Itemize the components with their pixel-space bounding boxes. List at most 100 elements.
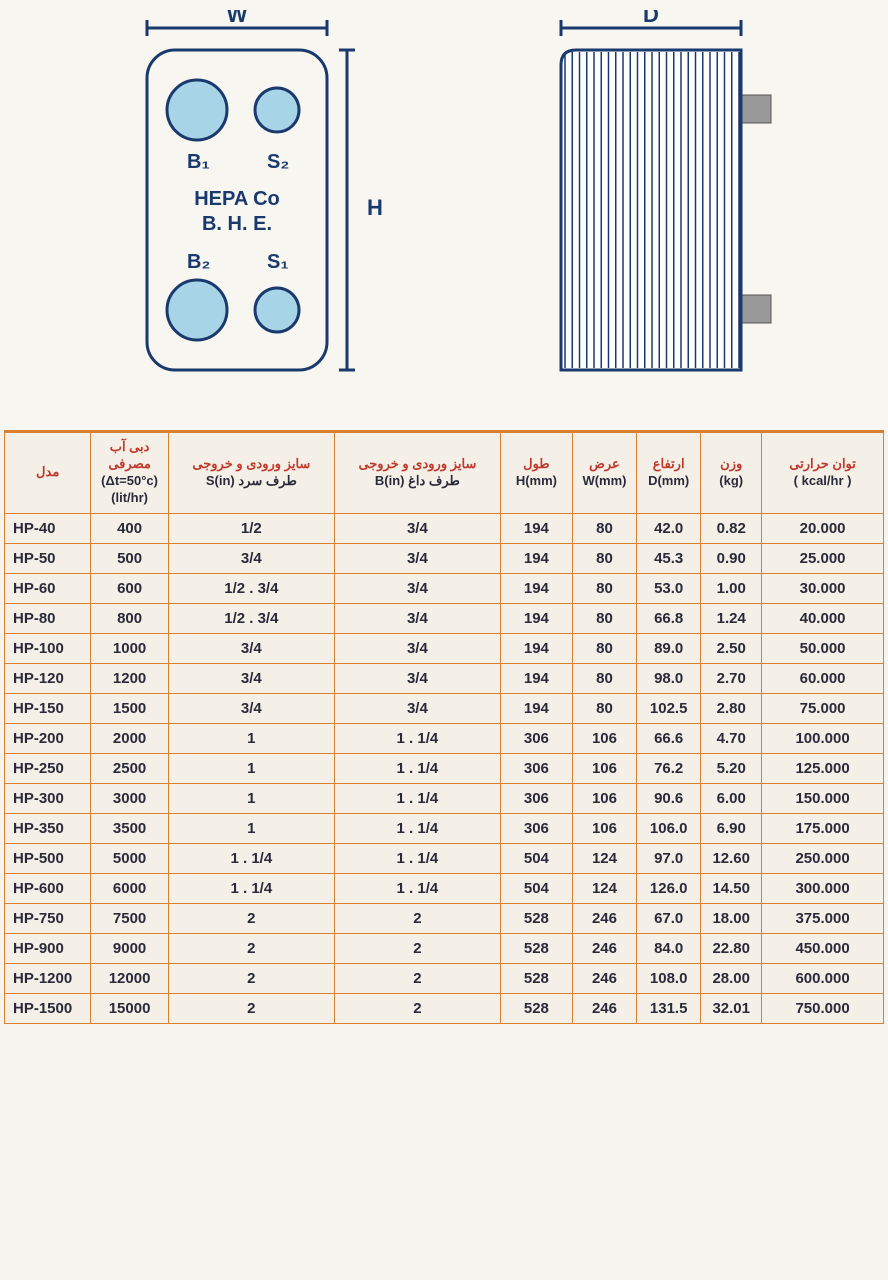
cell-bin: 2 [334,933,500,963]
cell-kcal: 375.000 [762,903,884,933]
table-row: HP-808001/2 . 3/43/41948066.81.2440.000 [5,603,884,633]
port-s1 [255,288,299,332]
cell-flow: 3500 [91,813,168,843]
cell-kg: 18.00 [701,903,762,933]
cell-kcal: 750.000 [762,993,884,1023]
cell-kcal: 150.000 [762,783,884,813]
cell-kg: 6.00 [701,783,762,813]
cell-sin: 1 [168,783,334,813]
th-flow: دبی آب مصرفی(Δt=50°c)(lit/hr) [91,432,168,514]
cell-d: 102.5 [637,693,701,723]
table-row: HP-90090002252824684.022.80450.000 [5,933,884,963]
cell-h: 194 [500,693,572,723]
cell-flow: 2000 [91,723,168,753]
cell-kg: 4.70 [701,723,762,753]
cell-w: 246 [572,933,636,963]
cell-model: HP-1200 [5,963,91,993]
cell-d: 84.0 [637,933,701,963]
table-row: HP-15015003/43/419480102.52.8075.000 [5,693,884,723]
cell-flow: 12000 [91,963,168,993]
cell-flow: 600 [91,573,168,603]
cell-kcal: 450.000 [762,933,884,963]
b1-label: B₁ [187,151,210,173]
cell-bin: 3/4 [334,603,500,633]
table-row: HP-250250011 . 1/430610676.25.20125.000 [5,753,884,783]
cell-d: 45.3 [637,543,701,573]
table-row: HP-75075002252824667.018.00375.000 [5,903,884,933]
cell-h: 504 [500,843,572,873]
brand2-label: B. H. E. [202,213,272,235]
th-sin: سایز ورودی و خروجیS(in) طرف سرد [168,432,334,514]
th-kg: وزن(kg) [701,432,762,514]
cell-model: HP-100 [5,633,91,663]
cell-kcal: 30.000 [762,573,884,603]
cell-h: 194 [500,513,572,543]
spec-table-wrap: مدل دبی آب مصرفی(Δt=50°c)(lit/hr) سایز و… [0,430,888,1024]
cell-d: 42.0 [637,513,701,543]
cell-bin: 1 . 1/4 [334,783,500,813]
spec-tbody: HP-404001/23/41948042.00.8220.000HP-5050… [5,513,884,1023]
cell-h: 306 [500,813,572,843]
table-row: HP-505003/43/41948045.30.9025.000 [5,543,884,573]
cell-d: 67.0 [637,903,701,933]
cell-h: 194 [500,663,572,693]
b2-label: B₂ [187,251,210,273]
spec-table: مدل دبی آب مصرفی(Δt=50°c)(lit/hr) سایز و… [4,430,884,1024]
cell-kg: 0.90 [701,543,762,573]
cell-d: 66.6 [637,723,701,753]
front-view-svg: W B₁ S₂ HEPA Co B. H. E. B₂ S₁ H [87,10,387,410]
cell-bin: 1 . 1/4 [334,753,500,783]
cell-kg: 22.80 [701,933,762,963]
cell-flow: 6000 [91,873,168,903]
cell-sin: 3/4 [168,543,334,573]
cell-bin: 3/4 [334,543,500,573]
cell-sin: 3/4 [168,633,334,663]
cell-kg: 32.01 [701,993,762,1023]
port-s2 [255,88,299,132]
cell-model: HP-500 [5,843,91,873]
cell-w: 124 [572,843,636,873]
cell-kg: 2.80 [701,693,762,723]
cell-flow: 400 [91,513,168,543]
cell-flow: 5000 [91,843,168,873]
cell-h: 306 [500,723,572,753]
table-row: HP-12012003/43/41948098.02.7060.000 [5,663,884,693]
cell-bin: 3/4 [334,633,500,663]
cell-bin: 3/4 [334,573,500,603]
cell-w: 80 [572,543,636,573]
cell-sin: 1/2 [168,513,334,543]
cell-bin: 3/4 [334,693,500,723]
table-row: HP-50050001 . 1/41 . 1/450412497.012.602… [5,843,884,873]
cell-bin: 2 [334,903,500,933]
cell-w: 80 [572,603,636,633]
cell-h: 194 [500,573,572,603]
cell-model: HP-900 [5,933,91,963]
cell-sin: 1 . 1/4 [168,873,334,903]
table-row: HP-404001/23/41948042.00.8220.000 [5,513,884,543]
cell-w: 246 [572,903,636,933]
cell-kcal: 300.000 [762,873,884,903]
cell-h: 528 [500,993,572,1023]
cell-kg: 5.20 [701,753,762,783]
cell-sin: 3/4 [168,693,334,723]
cell-d: 89.0 [637,633,701,663]
port-b1 [167,80,227,140]
cell-d: 90.6 [637,783,701,813]
cell-flow: 1200 [91,663,168,693]
cell-kg: 28.00 [701,963,762,993]
th-wmm: عرضW(mm) [572,432,636,514]
th-bin: سایز ورودی و خروجیB(in) طرف داغ [334,432,500,514]
cell-sin: 1 [168,813,334,843]
cell-model: HP-200 [5,723,91,753]
cell-kcal: 125.000 [762,753,884,783]
cell-model: HP-1500 [5,993,91,1023]
cell-sin: 2 [168,903,334,933]
cell-kg: 0.82 [701,513,762,543]
cell-sin: 2 [168,933,334,963]
cell-w: 80 [572,663,636,693]
cell-h: 528 [500,933,572,963]
cell-w: 80 [572,513,636,543]
cell-sin: 1/2 . 3/4 [168,573,334,603]
nozzle-top [741,95,771,123]
th-hmm: طولH(mm) [500,432,572,514]
